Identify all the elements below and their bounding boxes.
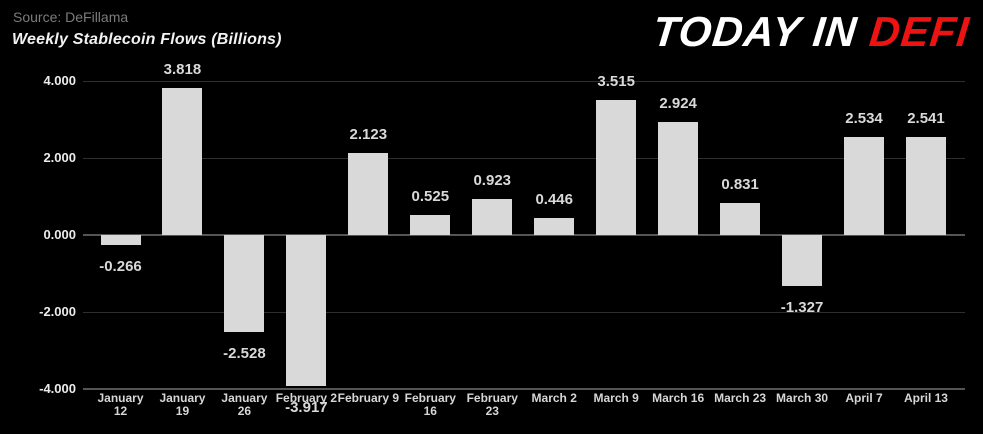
bar [534, 217, 575, 235]
bar-value-label: 0.831 [721, 176, 759, 193]
x-axis-tick-label: April 7 [845, 391, 883, 405]
y-axis-tick-label: 0.000 [43, 227, 76, 242]
bar [348, 153, 389, 235]
chart-title: Weekly Stablecoin Flows (Billions) [12, 31, 282, 48]
bar [162, 88, 203, 235]
gridline [83, 312, 965, 313]
bar [905, 137, 946, 235]
x-axis-tick-label: March 30 [776, 391, 829, 405]
gridline [83, 234, 965, 236]
gridline [83, 158, 965, 159]
y-axis-tick-label: 2.000 [43, 150, 76, 165]
bar [782, 235, 823, 287]
gridline [83, 81, 965, 82]
today-in-defi-logo: TODAY IN DEFI [650, 8, 971, 56]
x-axis-tick-label: January 12 [97, 391, 144, 418]
bar [410, 214, 451, 235]
bar [472, 199, 513, 235]
gridline [83, 388, 965, 390]
bar-value-label: 3.818 [163, 61, 202, 78]
bar-value-label: -1.327 [780, 299, 824, 317]
logo-today-in: TODAY IN [650, 8, 860, 55]
bar [720, 203, 761, 235]
logo-defi: DEFI [866, 8, 972, 55]
bar-value-label: -3.917 [285, 398, 328, 416]
bar-value-label: 2.924 [659, 95, 697, 113]
bar-value-label: 3.515 [597, 72, 635, 90]
y-axis-tick-label: -2.000 [39, 304, 76, 319]
bar-value-label: -0.266 [99, 258, 142, 276]
x-axis-tick-label: March 2 [531, 391, 577, 405]
x-axis-tick-label: January 26 [221, 391, 268, 418]
bar-value-label: 2.534 [845, 110, 883, 128]
x-axis-tick-label: February 2 [275, 391, 338, 405]
x-axis-tick-label: February 9 [337, 391, 399, 405]
bar-value-label: -2.528 [223, 345, 266, 363]
bar-value-label: 2.541 [907, 110, 945, 128]
y-axis-tick-label: 4.000 [43, 73, 76, 88]
bar-value-label: 0.923 [473, 172, 512, 190]
bar [844, 137, 885, 235]
x-axis-tick-label: January 19 [159, 391, 206, 418]
x-axis-tick-label: March 16 [652, 391, 705, 405]
x-axis-tick-label: February 23 [466, 391, 518, 418]
bar [658, 122, 699, 235]
bar [286, 235, 327, 386]
bar-value-label: 2.123 [349, 126, 388, 144]
bar [224, 235, 265, 333]
bar [100, 235, 141, 246]
source-credit: Source: DeFillama [13, 9, 129, 25]
bar [596, 99, 637, 235]
x-axis-tick-label: February 16 [404, 391, 456, 418]
x-axis-tick-label: April 13 [903, 391, 948, 405]
bar-value-label: 0.446 [535, 190, 573, 208]
x-axis-tick-label: March 23 [714, 391, 767, 405]
x-axis-tick-label: March 9 [593, 391, 639, 405]
bar-value-label: 0.525 [411, 187, 450, 205]
y-axis-tick-label: -4.000 [39, 381, 76, 396]
